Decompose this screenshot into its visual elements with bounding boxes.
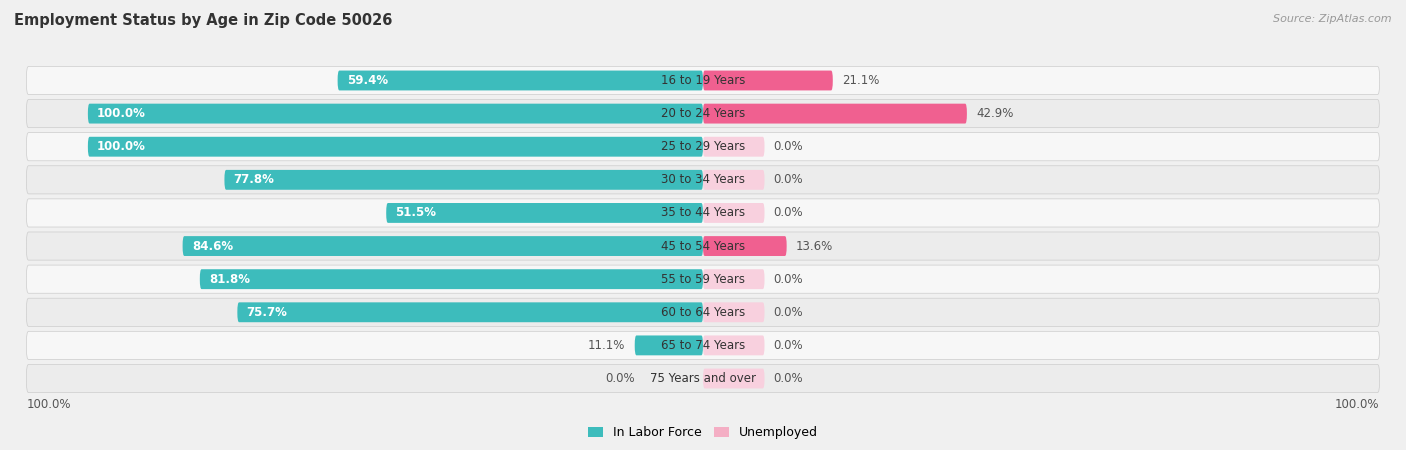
FancyBboxPatch shape	[183, 236, 703, 256]
FancyBboxPatch shape	[87, 104, 703, 124]
Text: 84.6%: 84.6%	[191, 239, 233, 252]
Text: 11.1%: 11.1%	[588, 339, 626, 352]
FancyBboxPatch shape	[703, 269, 765, 289]
Text: 77.8%: 77.8%	[233, 173, 274, 186]
Text: 45 to 54 Years: 45 to 54 Years	[661, 239, 745, 252]
FancyBboxPatch shape	[27, 331, 1379, 360]
FancyBboxPatch shape	[387, 203, 703, 223]
FancyBboxPatch shape	[27, 298, 1379, 326]
FancyBboxPatch shape	[225, 170, 703, 190]
FancyBboxPatch shape	[27, 265, 1379, 293]
FancyBboxPatch shape	[703, 302, 765, 322]
Text: 20 to 24 Years: 20 to 24 Years	[661, 107, 745, 120]
Text: 0.0%: 0.0%	[773, 207, 803, 220]
Text: 81.8%: 81.8%	[209, 273, 250, 286]
Text: 100.0%: 100.0%	[97, 140, 146, 153]
Text: 0.0%: 0.0%	[773, 140, 803, 153]
Text: 21.1%: 21.1%	[842, 74, 879, 87]
FancyBboxPatch shape	[200, 269, 703, 289]
FancyBboxPatch shape	[703, 335, 765, 356]
FancyBboxPatch shape	[87, 137, 703, 157]
Text: 65 to 74 Years: 65 to 74 Years	[661, 339, 745, 352]
FancyBboxPatch shape	[703, 203, 765, 223]
Text: 100.0%: 100.0%	[97, 107, 146, 120]
FancyBboxPatch shape	[238, 302, 703, 322]
Legend: In Labor Force, Unemployed: In Labor Force, Unemployed	[583, 421, 823, 445]
FancyBboxPatch shape	[337, 71, 703, 90]
Text: 0.0%: 0.0%	[773, 306, 803, 319]
Text: 75.7%: 75.7%	[246, 306, 287, 319]
Text: 100.0%: 100.0%	[27, 398, 70, 411]
Text: 0.0%: 0.0%	[773, 173, 803, 186]
Text: 59.4%: 59.4%	[347, 74, 388, 87]
Text: 35 to 44 Years: 35 to 44 Years	[661, 207, 745, 220]
Text: 25 to 29 Years: 25 to 29 Years	[661, 140, 745, 153]
FancyBboxPatch shape	[703, 170, 765, 190]
Text: 75 Years and over: 75 Years and over	[650, 372, 756, 385]
Text: 0.0%: 0.0%	[773, 339, 803, 352]
Text: 30 to 34 Years: 30 to 34 Years	[661, 173, 745, 186]
Text: 51.5%: 51.5%	[395, 207, 436, 220]
Text: 100.0%: 100.0%	[1336, 398, 1379, 411]
Text: 0.0%: 0.0%	[773, 273, 803, 286]
FancyBboxPatch shape	[27, 364, 1379, 392]
Text: 0.0%: 0.0%	[773, 372, 803, 385]
FancyBboxPatch shape	[703, 71, 832, 90]
FancyBboxPatch shape	[27, 232, 1379, 260]
Text: 0.0%: 0.0%	[606, 372, 636, 385]
FancyBboxPatch shape	[703, 369, 765, 388]
FancyBboxPatch shape	[27, 99, 1379, 128]
Text: 13.6%: 13.6%	[796, 239, 834, 252]
Text: Source: ZipAtlas.com: Source: ZipAtlas.com	[1274, 14, 1392, 23]
Text: 60 to 64 Years: 60 to 64 Years	[661, 306, 745, 319]
FancyBboxPatch shape	[634, 335, 703, 356]
FancyBboxPatch shape	[27, 166, 1379, 194]
FancyBboxPatch shape	[27, 133, 1379, 161]
FancyBboxPatch shape	[703, 137, 765, 157]
Text: 55 to 59 Years: 55 to 59 Years	[661, 273, 745, 286]
FancyBboxPatch shape	[27, 199, 1379, 227]
FancyBboxPatch shape	[703, 104, 967, 124]
Text: Employment Status by Age in Zip Code 50026: Employment Status by Age in Zip Code 500…	[14, 14, 392, 28]
FancyBboxPatch shape	[703, 236, 787, 256]
FancyBboxPatch shape	[27, 67, 1379, 94]
Text: 42.9%: 42.9%	[976, 107, 1014, 120]
Text: 16 to 19 Years: 16 to 19 Years	[661, 74, 745, 87]
